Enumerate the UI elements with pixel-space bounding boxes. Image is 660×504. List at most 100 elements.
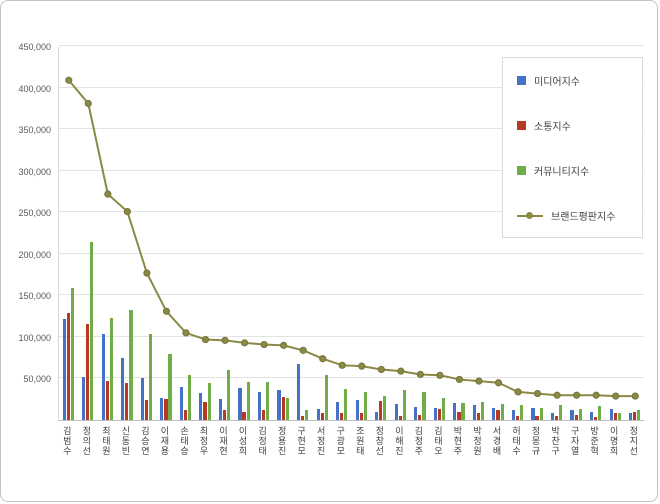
bar-community	[559, 405, 563, 420]
x-axis-label: 이해진	[393, 426, 404, 456]
bar-media	[453, 403, 457, 420]
line-marker-icon	[475, 377, 483, 385]
x-axis-label: 박찬구	[550, 426, 561, 456]
x-axis-label: 최정우	[198, 426, 209, 456]
x-axis-label: 정의선	[81, 426, 92, 456]
legend-label-communication: 소통지수	[534, 122, 571, 133]
x-axis-label: 김승연	[139, 426, 150, 456]
legend-item-brand: 브랜드평판지수	[503, 193, 642, 238]
bar-media	[140, 378, 144, 420]
bar-community	[578, 409, 582, 420]
bar-communication	[555, 415, 559, 420]
line-marker-icon	[280, 341, 288, 349]
line-marker-icon	[397, 367, 405, 375]
line-marker-icon	[436, 371, 444, 379]
bar-media	[316, 409, 320, 420]
line-marker-icon	[182, 329, 190, 337]
gridline	[59, 45, 644, 46]
bar-communication	[437, 409, 441, 420]
bar-communication	[262, 410, 266, 420]
bar-media	[82, 376, 86, 420]
bar-media	[336, 401, 340, 420]
bar-communication	[242, 411, 246, 420]
x-axis-label: 박정원	[471, 426, 482, 456]
line-marker-icon	[104, 190, 112, 198]
y-tick-label: 100,000	[18, 332, 51, 343]
legend-label-brand: 브랜드평판지수	[551, 212, 616, 223]
bar-media	[355, 400, 359, 420]
x-axis-label: 이재용	[159, 426, 170, 456]
bar-community	[207, 383, 211, 420]
bar-communication	[496, 410, 500, 420]
y-tick-label: 250,000	[18, 208, 51, 219]
x-axis-label: 박현주	[452, 426, 463, 456]
bar-community	[90, 242, 94, 420]
bar-community	[129, 310, 133, 420]
bar-communication	[203, 401, 207, 420]
x-axis-label: 정지선	[628, 426, 639, 456]
gridline	[59, 169, 644, 171]
communication-index-swatch-icon	[517, 121, 526, 130]
x-axis-label: 이재현	[218, 426, 229, 456]
bar-media	[179, 386, 183, 420]
bar-community	[480, 401, 485, 420]
bar-media	[160, 397, 164, 420]
line-marker-icon	[162, 307, 171, 315]
bar-communication	[320, 413, 324, 420]
line-marker-icon	[358, 362, 366, 370]
line-marker-icon	[299, 346, 307, 354]
line-marker-icon	[573, 391, 581, 399]
bar-media	[121, 357, 125, 420]
gridline	[59, 128, 644, 130]
bar-community	[383, 395, 387, 420]
bar-media	[296, 363, 301, 420]
bar-communication	[633, 411, 637, 420]
bar-community	[305, 410, 309, 420]
bar-media	[609, 409, 613, 420]
x-axis-label: 서정진	[315, 426, 326, 456]
x-axis-label: 신동빈	[120, 426, 131, 456]
bar-community	[246, 381, 250, 420]
x-axis-label: 최태원	[100, 426, 111, 456]
bar-communication	[281, 396, 285, 420]
x-axis-label: 이명희	[608, 426, 619, 456]
line-marker-icon	[84, 99, 92, 108]
bar-media	[550, 413, 555, 420]
bar-communication	[418, 415, 422, 420]
bar-media	[277, 390, 281, 420]
bar-media	[238, 388, 242, 420]
x-axis-label: 서경배	[491, 426, 502, 456]
bar-communication	[613, 413, 617, 420]
x-axis-label: 김태오	[432, 426, 443, 456]
bar-communication	[183, 410, 188, 420]
line-marker-icon	[514, 388, 522, 396]
x-axis-label: 정몽규	[530, 426, 541, 456]
x-axis-label: 김정주	[413, 426, 424, 456]
legend: 미디어지수 소통지수 커뮤니티지수 브랜드평판지수	[502, 57, 643, 238]
line-marker-icon	[612, 392, 620, 400]
legend-label-community: 커뮤니티지수	[534, 167, 590, 178]
y-tick-label: 200,000	[18, 249, 51, 260]
bar-community	[520, 405, 524, 420]
gridline	[59, 211, 644, 213]
legend-label-media: 미디어지수	[534, 77, 580, 88]
bar-communication	[457, 411, 461, 420]
bar-communication	[144, 400, 148, 420]
bar-communication	[125, 382, 129, 420]
bar-communication	[594, 416, 598, 420]
brand-index-line	[65, 76, 639, 400]
line-marker-icon	[377, 365, 385, 374]
bar-community	[461, 403, 465, 420]
bar-communication	[301, 415, 305, 420]
x-axis-label: 김정태	[257, 426, 268, 456]
bar-communication	[574, 415, 578, 420]
line-marker-icon	[494, 379, 503, 387]
bar-media	[199, 393, 203, 420]
x-axis-label: 구광모	[335, 426, 346, 456]
line-marker-icon	[240, 339, 249, 347]
bar-community	[344, 389, 348, 420]
bar-media	[101, 334, 105, 420]
gridline	[59, 294, 644, 296]
bar-communication	[222, 410, 227, 420]
